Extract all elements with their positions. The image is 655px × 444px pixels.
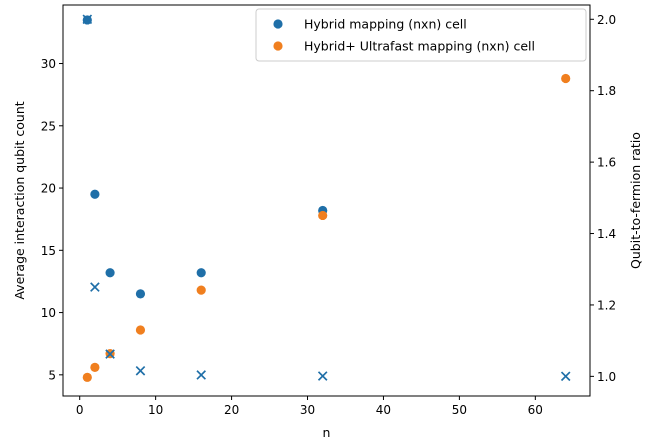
x-tick-label: 50 xyxy=(452,403,467,417)
y-right-tick-label: 2.0 xyxy=(597,13,616,27)
ratio-cross-point xyxy=(317,371,328,381)
x-tick-label: 10 xyxy=(148,403,163,417)
y-left-tick-label: 25 xyxy=(41,119,56,133)
x-tick-label: 60 xyxy=(528,403,543,417)
legend-label-hybrid: Hybrid mapping (nxn) cell xyxy=(304,17,467,32)
y-left-tick-label: 30 xyxy=(41,57,56,71)
legend-marker-hybrid xyxy=(273,19,283,29)
y-axis-left-label: Average interaction qubit count xyxy=(12,101,27,299)
y-left-tick-label: 15 xyxy=(41,244,56,258)
y-right-tick-label: 1.0 xyxy=(597,370,616,384)
y-right-tick-label: 1.6 xyxy=(597,156,616,170)
x-axis-label: n xyxy=(323,425,331,440)
legend-marker-ultrafast xyxy=(273,41,283,51)
legend: Hybrid mapping (nxn) cell Hybrid+ Ultraf… xyxy=(255,8,587,62)
ratio-cross-point xyxy=(560,371,571,382)
ratio-cross-point xyxy=(90,282,100,292)
legend-label-ultrafast: Hybrid+ Ultrafast mapping (nxn) cell xyxy=(304,39,535,54)
data-point-hybrid xyxy=(90,189,100,199)
data-point-ultrafast xyxy=(561,73,571,84)
data-point-hybrid xyxy=(105,268,115,278)
data-point-ultrafast xyxy=(82,372,92,382)
legend-box xyxy=(255,8,587,62)
ratio-cross-point xyxy=(82,14,93,25)
ratio-cross-point xyxy=(105,349,115,359)
y-right-tick-label: 1.2 xyxy=(597,298,616,312)
ticks-layer: 0 10 20 30 40 50 60 5 10 15 20 25 30 1.0 1.2 1.4 1.6 1.8 2… xyxy=(41,13,616,417)
y-right-tick-label: 1.4 xyxy=(597,227,616,241)
x-tick-label: 30 xyxy=(300,403,315,417)
y-left-tick-label: 5 xyxy=(48,368,56,382)
data-point-ultrafast xyxy=(196,285,206,295)
y-left-tick-label: 20 xyxy=(41,182,56,196)
plot-frame xyxy=(62,4,591,397)
y-right-tick-label: 1.8 xyxy=(597,84,616,98)
ratio-cross-point xyxy=(135,365,146,376)
data-point-hybrid xyxy=(135,289,146,299)
x-tick-label: 0 xyxy=(76,403,84,417)
x-tick-label: 20 xyxy=(224,403,239,417)
y-axis-right-label: Qubit-to-fermion ratio xyxy=(628,132,643,269)
y-left-tick-label: 10 xyxy=(41,306,56,320)
data-point-ultrafast xyxy=(90,362,100,372)
data-point-hybrid xyxy=(196,268,206,278)
points-layer xyxy=(82,14,571,382)
data-point-ultrafast xyxy=(318,210,328,221)
data-point-ultrafast xyxy=(135,325,146,335)
ratio-cross-point xyxy=(196,370,207,380)
x-tick-label: 40 xyxy=(376,403,391,417)
